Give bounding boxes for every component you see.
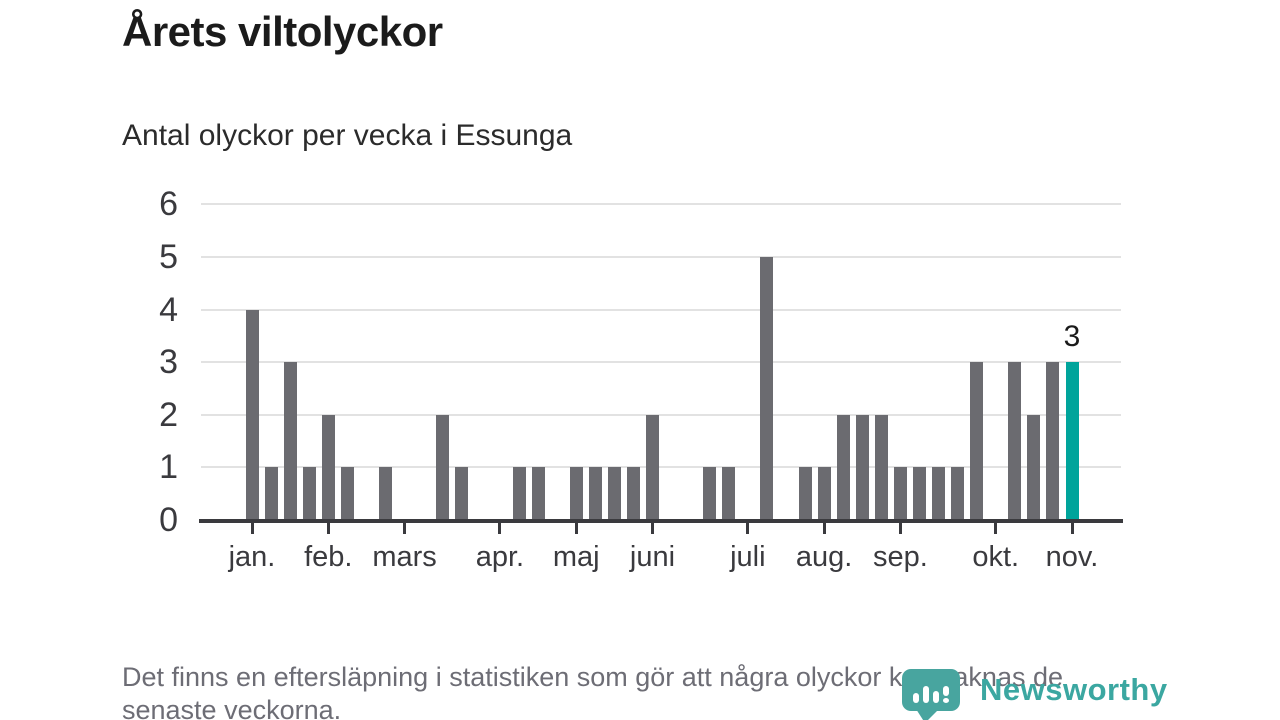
y-axis-label: 2 xyxy=(159,395,178,434)
bar-week-1 xyxy=(245,309,259,520)
footnote-line-2: senaste veckorna. xyxy=(122,695,342,720)
newsworthy-wordmark: Newsworthy xyxy=(980,672,1168,707)
bar-week-44 xyxy=(1065,362,1079,520)
month-tick xyxy=(746,523,750,534)
month-tick xyxy=(822,523,826,534)
bar-week-30 xyxy=(798,467,812,520)
bar-week-38 xyxy=(951,467,965,520)
x-axis-label: aug. xyxy=(795,541,853,573)
bar-week-32 xyxy=(836,414,850,520)
month-tick xyxy=(1070,523,1074,534)
bar-week-37 xyxy=(932,467,945,520)
bar-week-20 xyxy=(607,467,621,520)
gridline xyxy=(201,361,1121,364)
bar-week-21 xyxy=(626,467,640,520)
bar-week-6 xyxy=(340,467,354,520)
gridline xyxy=(201,413,1121,416)
bar-week-41 xyxy=(1008,362,1022,520)
bar-week-25 xyxy=(703,467,717,520)
bar-week-4 xyxy=(302,467,316,520)
gridline xyxy=(201,466,1121,469)
bar-week-43 xyxy=(1046,362,1060,520)
bar-week-39 xyxy=(970,362,984,520)
y-axis-label: 1 xyxy=(159,448,178,487)
y-axis-label: 3 xyxy=(159,343,178,382)
x-axis-label: apr. xyxy=(475,541,525,573)
bar-week-5 xyxy=(321,414,335,520)
y-axis-tick-labels: 0 1 2 3 4 5 6 xyxy=(88,185,178,537)
bar-week-8 xyxy=(379,467,392,520)
month-tick xyxy=(403,523,407,534)
bar-week-34 xyxy=(874,414,888,520)
month-tick xyxy=(326,523,330,534)
x-axis-label: feb. xyxy=(304,541,353,573)
bar-week-12 xyxy=(455,467,469,520)
month-tick xyxy=(651,523,654,534)
gridline xyxy=(201,256,1121,258)
gridline xyxy=(201,308,1121,311)
bar-week-15 xyxy=(512,467,526,520)
bar-week-33 xyxy=(855,414,869,520)
month-tick xyxy=(250,523,254,534)
bar-week-42 xyxy=(1027,414,1041,520)
bar-week-11 xyxy=(436,414,450,520)
x-axis-label: mars xyxy=(372,541,437,573)
bar-week-31 xyxy=(817,467,831,520)
x-axis-label: nov. xyxy=(1045,541,1099,573)
bar-week-35 xyxy=(893,467,907,520)
month-tick xyxy=(574,523,578,534)
bar-week-3 xyxy=(283,362,297,520)
y-axis-label: 5 xyxy=(159,238,178,276)
x-axis-label: okt. xyxy=(972,541,1020,573)
month-tick xyxy=(994,523,998,534)
bar-week-22 xyxy=(646,414,659,520)
bar-week-16 xyxy=(531,467,545,520)
bar-week-28 xyxy=(760,257,774,520)
x-axis-label: sep. xyxy=(872,541,928,573)
last-value-label: 3 xyxy=(1063,320,1081,354)
y-axis-label: 4 xyxy=(159,290,178,329)
bar-week-18 xyxy=(569,467,583,520)
x-axis-label: juli xyxy=(730,541,766,573)
newsworthy-logo: Newsworthy xyxy=(902,669,1172,720)
x-axis-label: juni xyxy=(629,541,676,573)
bar-week-2 xyxy=(264,467,278,520)
bar-week-36 xyxy=(913,467,926,520)
x-axis-line xyxy=(199,519,1123,523)
x-axis-label: maj xyxy=(552,541,600,573)
month-tick xyxy=(898,523,902,534)
newsworthy-pin-bar-chart-icon xyxy=(902,669,960,720)
gridline xyxy=(201,203,1121,206)
x-axis-label: jan. xyxy=(228,541,276,573)
y-axis-label: 6 xyxy=(159,185,178,224)
chart-subtitle: Antal olyckor per vecka i Essunga xyxy=(122,119,573,152)
bar-week-26 xyxy=(722,467,736,520)
y-axis-label: 0 xyxy=(159,501,178,539)
month-tick xyxy=(498,523,502,534)
plot-area: jan. feb. mars apr. maj juni juli aug. sep. okt. n… xyxy=(199,190,1123,573)
bar-week-19 xyxy=(588,467,602,520)
page-title: Årets viltolyckor xyxy=(122,8,443,55)
